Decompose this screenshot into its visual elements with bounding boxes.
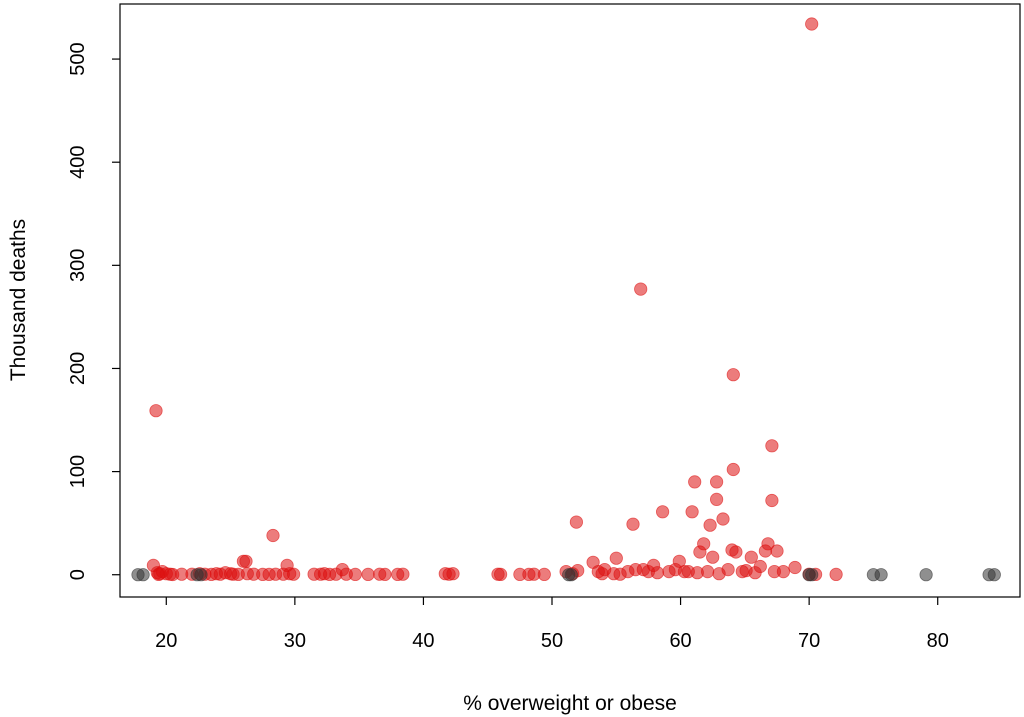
data-points	[131, 17, 1001, 582]
x-tick-label: 70	[798, 630, 820, 652]
data-point	[753, 559, 767, 574]
y-tick-label: 0	[67, 569, 89, 580]
data-point	[569, 515, 584, 529]
y-tick-label: 200	[67, 352, 89, 385]
data-point	[706, 550, 720, 564]
data-point	[493, 567, 508, 582]
data-point	[152, 567, 166, 582]
data-point	[726, 368, 740, 382]
plot-frame	[119, 3, 1021, 598]
data-point	[805, 17, 819, 31]
data-point	[655, 505, 670, 519]
data-point	[765, 493, 779, 508]
data-point	[716, 512, 730, 526]
data-point	[136, 568, 150, 582]
data-point	[709, 492, 724, 506]
x-tick-label: 40	[412, 630, 434, 652]
x-tick-label: 60	[669, 630, 691, 652]
data-point	[378, 567, 392, 582]
y-tick-label: 500	[67, 42, 89, 75]
x-tick-label: 20	[155, 630, 177, 652]
data-point	[564, 568, 578, 582]
data-point	[194, 568, 208, 582]
data-point	[703, 518, 717, 532]
data-point	[744, 550, 758, 564]
data-point	[987, 568, 1001, 582]
data-point	[874, 568, 888, 582]
data-point	[446, 567, 460, 581]
data-point	[697, 537, 711, 551]
data-point	[700, 564, 715, 579]
data-point	[537, 567, 551, 582]
data-point	[805, 568, 819, 582]
data-point	[788, 560, 802, 575]
data-point	[726, 462, 740, 477]
x-tick-label: 80	[927, 630, 949, 652]
data-point	[721, 562, 735, 577]
data-point	[776, 564, 791, 579]
data-point	[348, 567, 362, 582]
x-axis: 20 30 40 50 60 70 80	[155, 597, 949, 652]
y-tick-label: 300	[67, 249, 89, 282]
data-point	[396, 567, 410, 581]
y-tick-label: 100	[67, 455, 89, 488]
data-point	[650, 566, 665, 580]
y-axis-title: Thousand deaths	[7, 219, 30, 381]
x-axis-title: % overweight or obese	[463, 692, 677, 715]
data-point	[729, 545, 743, 559]
data-point	[361, 567, 375, 582]
data-point	[709, 475, 724, 489]
data-point	[919, 568, 933, 582]
data-point	[685, 505, 699, 519]
x-tick-label: 50	[541, 630, 563, 652]
data-point	[688, 475, 702, 489]
data-point	[626, 517, 640, 531]
data-point	[266, 528, 280, 543]
y-tick-label: 400	[67, 146, 89, 179]
data-point	[149, 404, 163, 418]
data-point	[761, 537, 775, 551]
data-point	[239, 554, 253, 568]
data-point	[286, 567, 301, 581]
data-point	[634, 282, 648, 296]
data-point	[829, 567, 843, 582]
y-axis: 0 100 200 300 400 500	[67, 42, 120, 580]
data-point	[770, 544, 784, 558]
data-point	[609, 551, 623, 565]
data-point	[765, 439, 779, 453]
x-tick-label: 30	[284, 630, 306, 652]
